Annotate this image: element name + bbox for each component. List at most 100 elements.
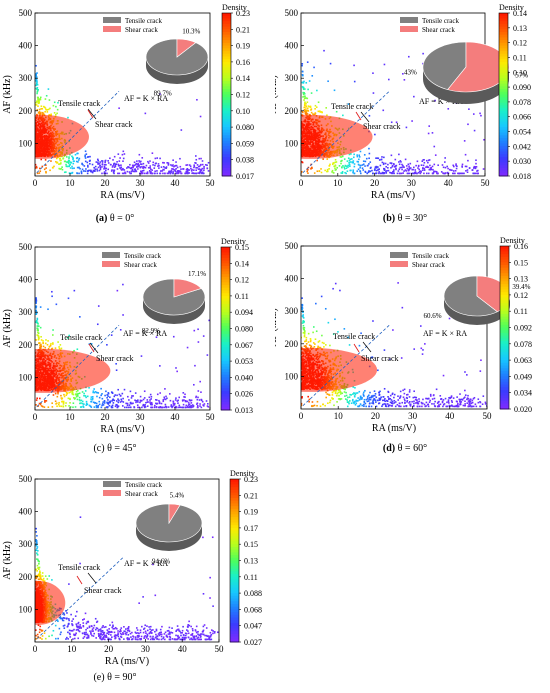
data-point (50, 343, 52, 345)
data-point (125, 403, 127, 405)
data-point (55, 114, 57, 116)
data-point (137, 401, 139, 403)
data-point (79, 316, 81, 318)
data-point (205, 164, 207, 166)
data-point (126, 167, 128, 169)
data-point (198, 341, 200, 343)
data-point (38, 338, 40, 340)
data-point (155, 163, 157, 165)
colorbar-tick-label: 0.018 (513, 172, 531, 181)
data-point (91, 396, 93, 398)
data-point (392, 165, 394, 167)
data-point (200, 116, 202, 118)
data-point (67, 392, 69, 394)
colorbar-tick-label: 0.10 (236, 107, 250, 116)
data-point (156, 406, 158, 408)
data-point (483, 139, 485, 141)
data-point (127, 171, 129, 173)
data-point (303, 88, 305, 90)
data-point (324, 170, 326, 172)
colorbar-tick-label: 0.067 (235, 341, 253, 350)
data-point (91, 171, 93, 173)
data-point (165, 404, 167, 406)
data-point (35, 404, 37, 406)
colorbar-tick-label: 0.040 (235, 373, 253, 382)
data-point (418, 169, 420, 171)
data-point (72, 406, 74, 408)
data-point (378, 173, 380, 175)
data-point (359, 156, 361, 158)
data-point (140, 396, 142, 398)
data-point (164, 398, 166, 400)
data-point (451, 169, 453, 171)
data-point (301, 65, 303, 67)
data-point (480, 370, 482, 372)
data-point (384, 403, 386, 405)
data-point (307, 169, 309, 171)
data-point (87, 396, 89, 398)
data-point (305, 82, 307, 84)
data-point (111, 406, 113, 408)
data-point (420, 171, 422, 173)
data-point (200, 170, 202, 172)
data-point (363, 160, 365, 162)
data-point (174, 403, 176, 405)
data-point (372, 173, 374, 175)
colorbar-tick-label: 0.053 (235, 357, 253, 366)
data-point (353, 160, 355, 162)
data-point (89, 163, 91, 165)
data-point (136, 160, 138, 162)
data-point (65, 405, 67, 407)
data-point (183, 404, 185, 406)
data-point (160, 170, 162, 172)
data-point (392, 393, 394, 395)
data-point (135, 163, 137, 165)
colorbar-tick-label: 0.090 (513, 83, 531, 92)
x-tick-label: 0 (33, 178, 38, 188)
data-point (393, 173, 395, 175)
data-point (133, 171, 135, 173)
data-point (149, 401, 151, 403)
data-point (35, 339, 37, 341)
data-point (380, 165, 382, 167)
colorbar-tick-label: 0.12 (235, 276, 249, 285)
data-point (96, 405, 98, 407)
colorbar-tick-label: 0.11 (235, 292, 249, 301)
data-point (336, 167, 338, 169)
data-point (403, 406, 405, 408)
data-point (143, 163, 145, 165)
pie-label-shear: 17.1% (188, 270, 206, 278)
data-point (357, 397, 359, 399)
data-point (160, 173, 162, 175)
data-point (201, 173, 203, 175)
data-point (104, 162, 106, 164)
data-point (354, 81, 356, 83)
data-point (199, 403, 201, 405)
data-point (122, 398, 124, 400)
data-point (102, 162, 104, 164)
data-point (134, 164, 136, 166)
data-point (82, 169, 84, 171)
data-point (422, 349, 424, 351)
data-point (97, 323, 99, 325)
data-point (446, 166, 448, 168)
data-point (178, 397, 180, 399)
data-point (356, 170, 358, 172)
data-point (49, 346, 51, 348)
data-point (68, 156, 70, 158)
data-point (128, 166, 130, 168)
data-point (92, 164, 94, 166)
data-point (187, 173, 189, 175)
tensile-annotation: Tensile crack (58, 99, 100, 108)
data-point (134, 161, 136, 163)
data-point (41, 105, 43, 107)
data-point (90, 406, 92, 408)
data-point (129, 404, 131, 406)
data-point (352, 162, 354, 164)
data-point (141, 400, 143, 402)
data-point (151, 173, 153, 175)
data-point (37, 325, 39, 327)
data-point (68, 405, 70, 407)
data-point (321, 111, 323, 113)
data-point (137, 168, 139, 170)
